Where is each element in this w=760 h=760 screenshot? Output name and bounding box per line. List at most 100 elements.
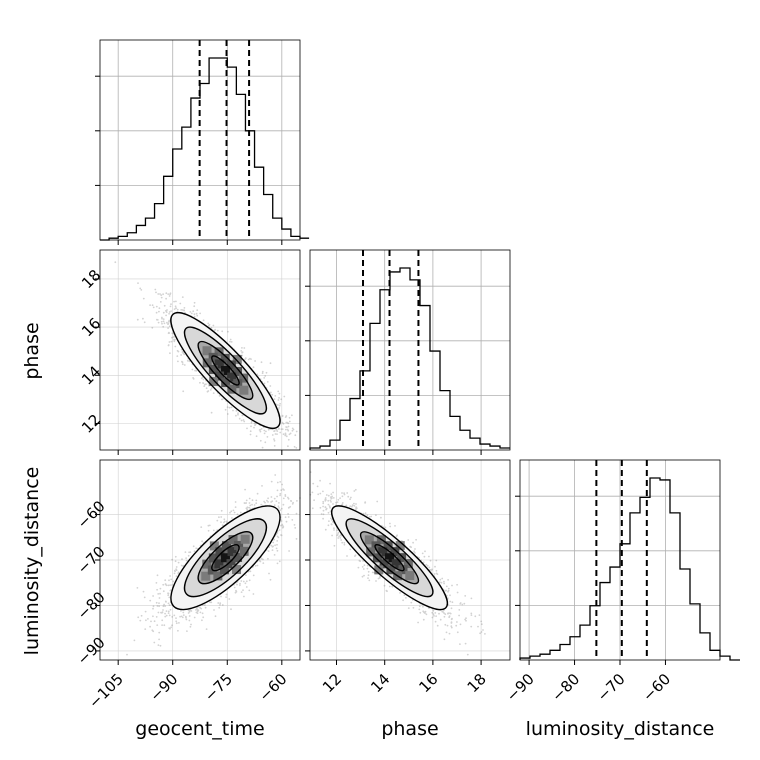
scatter-point [169,293,172,296]
scatter-point [237,412,239,415]
scatter-point [162,318,165,320]
scatter-point [193,616,196,619]
scatter-point [276,549,279,552]
scatter-point [157,293,160,295]
scatter-point [269,362,272,365]
scatter-point [162,609,164,611]
scatter-point [278,397,280,399]
scatter-point [202,382,204,384]
scatter-point [273,438,275,440]
scatter-point [287,516,290,518]
scatter-point [207,322,210,325]
scatter-point [153,620,156,623]
scatter-point [167,321,170,323]
scatter-point [163,304,166,307]
scatter-point [225,596,228,598]
scatter-point [256,492,259,495]
scatter-point [167,594,170,597]
scatter-point [248,497,251,500]
scatter-point [273,445,276,447]
scatter-point [136,587,139,589]
scatter-point [277,390,280,393]
scatter-point [285,428,287,431]
scatter-point [265,371,268,374]
scatter-point [286,428,289,431]
scatter-point [181,361,184,364]
scatter-point [199,312,202,315]
scatter-point [243,595,245,598]
scatter-point [167,610,170,613]
scatter-point [183,309,185,312]
scatter-point [167,344,170,346]
scatter-point [170,578,173,581]
scatter-point [275,547,278,550]
scatter-point [187,612,190,614]
scatter-point [273,430,275,433]
scatter-point [158,638,161,641]
scatter-point [284,416,287,418]
scatter-point [276,495,278,498]
scatter-point [267,550,270,552]
scatter-point [242,419,245,421]
scatter-point [158,307,161,310]
scatter-point [295,538,298,540]
scatter-point [173,572,176,575]
scatter-point [275,500,278,503]
scatter-point [167,327,170,329]
scatter-point [220,398,223,401]
scatter-point [281,415,284,418]
scatter-point [155,311,158,314]
scatter-point [267,497,269,500]
scatter-point [189,311,192,313]
scatter-point [229,338,232,341]
scatter-point [169,584,172,586]
scatter-point [267,557,269,560]
scatter-point [278,404,281,407]
scatter-point [143,596,146,599]
scatter-point [193,301,196,304]
scatter-point [229,340,231,343]
scatter-point [278,427,280,430]
scatter-point [210,326,213,329]
scatter-point [209,389,212,391]
scatter-point [203,604,206,606]
scatter-point [254,360,256,362]
scatter-point [168,596,171,599]
scatter-point [157,644,160,646]
scatter-point [248,506,251,509]
scatter-point [248,589,251,592]
scatter-point [151,304,154,307]
scatter-point [168,325,171,328]
scatter-point [161,619,164,622]
scatter-point [156,319,159,321]
scatter-point [273,398,276,400]
scatter-point [254,564,257,567]
scatter-point [263,429,266,432]
scatter-point [255,435,258,438]
scatter-point [240,591,243,593]
scatter-point [173,300,176,303]
x-tick-label-hist-luminosity-distance-1: −80 [548,670,583,705]
scatter-point [276,489,279,492]
scatter-point [210,387,213,389]
scatter-point [192,377,195,379]
scatter-point [200,377,203,380]
scatter-point [237,413,239,416]
scatter-point [173,308,176,310]
scatter-point [279,494,281,497]
scatter-point [277,399,280,401]
scatter-point [261,485,263,487]
scatter-point [235,410,238,412]
scatter-point [277,505,280,508]
scatter-point [196,314,199,317]
scatter-point [163,603,166,606]
scatter-point [153,641,156,644]
scatter-point [201,376,204,379]
scatter-point [177,571,180,574]
scatter-point [204,606,207,609]
scatter-point [261,370,264,373]
scatter-point [256,373,259,376]
scatter-point [210,601,213,604]
scatter-point [285,426,287,428]
scatter-point [260,361,263,364]
